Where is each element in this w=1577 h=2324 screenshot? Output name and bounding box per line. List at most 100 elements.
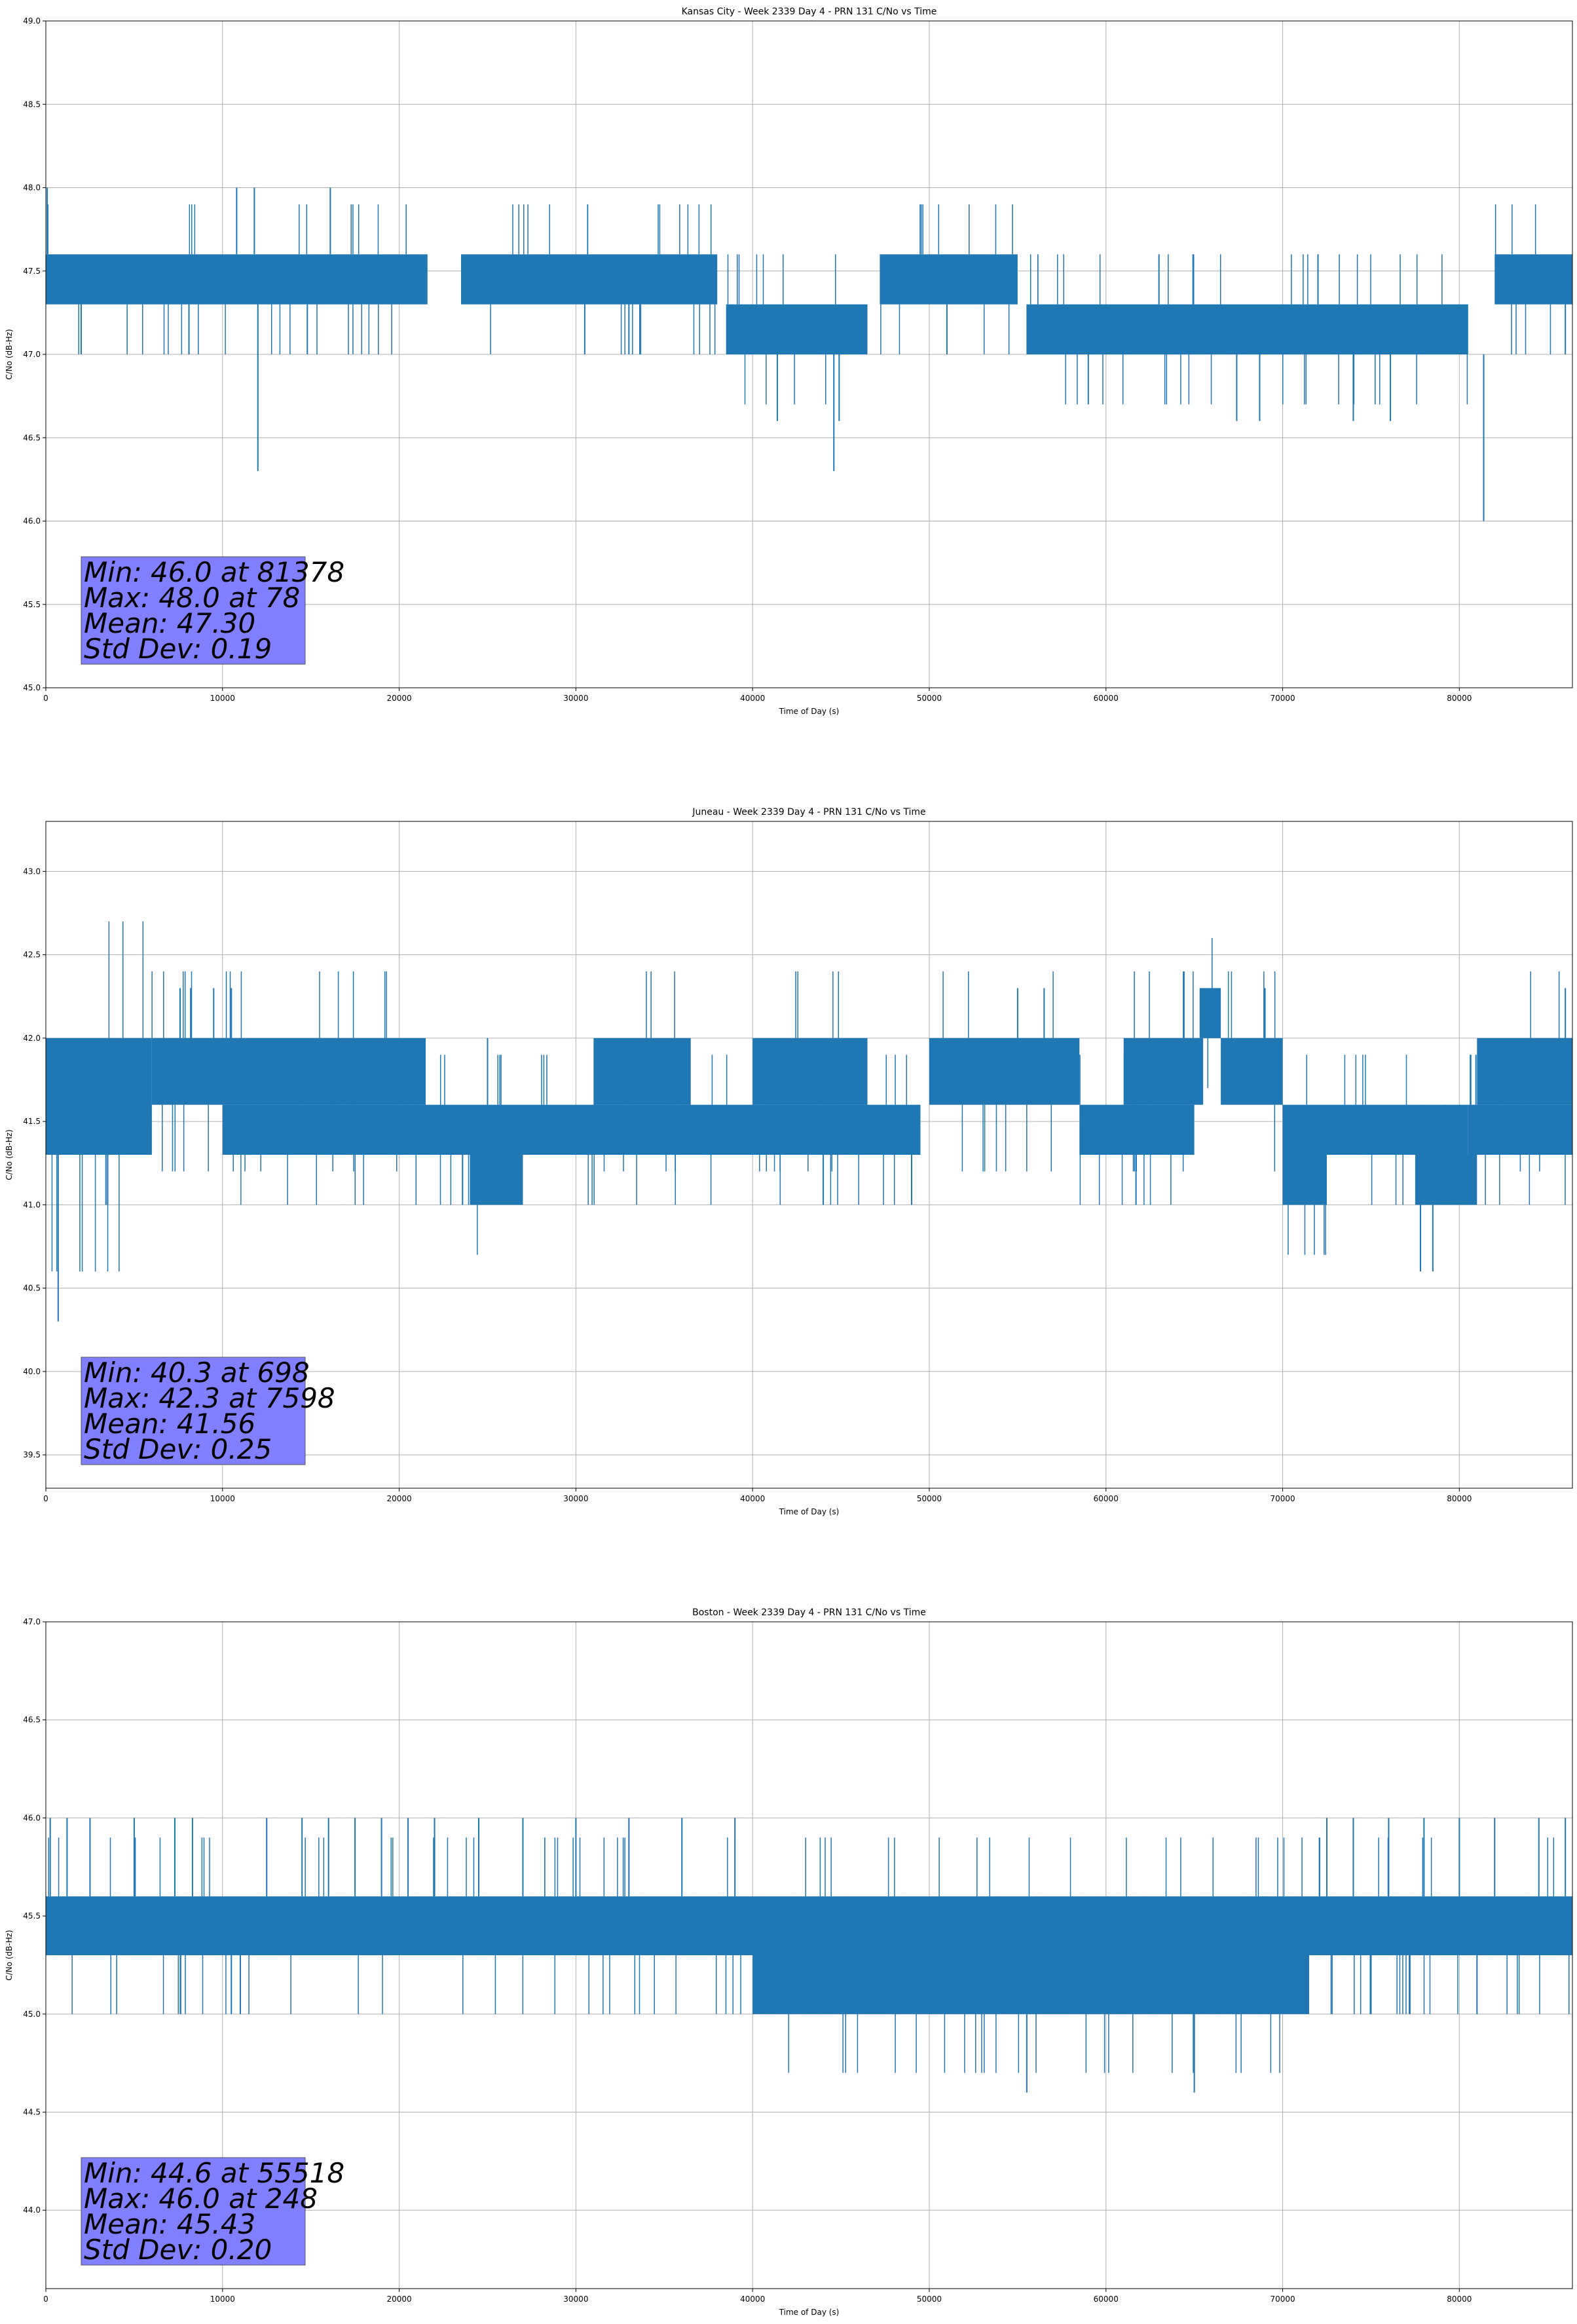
y-tick-label: 46.5 bbox=[23, 1715, 41, 1725]
x-tick-label: 30000 bbox=[563, 2295, 588, 2304]
series-band bbox=[929, 1038, 1080, 1105]
x-tick-label: 20000 bbox=[386, 1494, 411, 1503]
x-tick-label: 50000 bbox=[917, 1494, 942, 1503]
series-band bbox=[880, 254, 1018, 305]
stats-text-line: Max: 42.3 at 7598 bbox=[84, 1382, 335, 1414]
x-tick-label: 60000 bbox=[1094, 1494, 1119, 1503]
x-tick-label: 0 bbox=[43, 1494, 48, 1503]
x-tick-label: 10000 bbox=[210, 1494, 235, 1503]
x-tick-label: 70000 bbox=[1270, 1494, 1295, 1503]
x-tick-label: 10000 bbox=[210, 2295, 235, 2304]
series-band bbox=[1282, 1104, 1468, 1155]
y-tick-label: 48.5 bbox=[23, 100, 41, 109]
stats-text-line: Min: 44.6 at 55518 bbox=[84, 2157, 344, 2189]
stats-text-line: Mean: 41.56 bbox=[84, 1408, 255, 1440]
y-axis-label: C/No (dB-Hz) bbox=[5, 329, 14, 379]
y-tick-label: 49.0 bbox=[23, 16, 41, 26]
x-tick-label: 50000 bbox=[917, 694, 942, 703]
x-tick-label: 0 bbox=[43, 2295, 48, 2304]
series-band bbox=[46, 254, 428, 305]
x-tick-label: 20000 bbox=[386, 2295, 411, 2304]
y-tick-label: 47.5 bbox=[23, 267, 41, 276]
chart-panel-boston: Boston - Week 2339 Day 4 - PRN 131 C/No … bbox=[5, 1607, 1573, 2317]
series-band bbox=[1221, 1038, 1283, 1105]
stats-text-line: Max: 48.0 at 78 bbox=[84, 582, 300, 614]
y-tick-label: 43.0 bbox=[23, 867, 41, 876]
y-tick-label: 44.0 bbox=[23, 2205, 41, 2215]
series-band bbox=[1282, 1155, 1327, 1205]
series-band bbox=[752, 1038, 868, 1105]
series-band bbox=[1026, 304, 1468, 354]
stats-text-line: Mean: 47.30 bbox=[84, 607, 255, 639]
series-band bbox=[46, 1896, 1572, 1955]
y-axis-label: C/No (dB-Hz) bbox=[5, 1930, 14, 1980]
series-band bbox=[1079, 1104, 1195, 1155]
y-tick-label: 45.5 bbox=[23, 1911, 41, 1921]
x-tick-label: 20000 bbox=[386, 694, 411, 703]
y-tick-label: 42.5 bbox=[23, 950, 41, 960]
y-tick-label: 40.5 bbox=[23, 1284, 41, 1293]
series-band bbox=[726, 304, 868, 354]
series-band bbox=[752, 1955, 1310, 2014]
plot-frame bbox=[45, 20, 1573, 688]
series-band bbox=[1477, 1038, 1572, 1105]
series-band bbox=[1123, 1038, 1204, 1105]
series-band bbox=[46, 1038, 152, 1155]
chart-panel-juneau: Juneau - Week 2339 Day 4 - PRN 131 C/No … bbox=[5, 807, 1573, 1516]
chart-panel-kansas-city: Kansas City - Week 2339 Day 4 - PRN 131 … bbox=[5, 7, 1573, 716]
y-tick-label: 39.5 bbox=[23, 1450, 41, 1459]
x-tick-label: 60000 bbox=[1094, 694, 1119, 703]
x-tick-label: 60000 bbox=[1094, 2295, 1119, 2304]
y-tick-label: 46.0 bbox=[23, 517, 41, 526]
y-tick-label: 45.5 bbox=[23, 600, 41, 609]
y-tick-label: 47.0 bbox=[23, 1617, 41, 1626]
x-axis-label: Time of Day (s) bbox=[779, 1507, 840, 1516]
y-tick-label: 41.0 bbox=[23, 1200, 41, 1209]
y-tick-label: 44.5 bbox=[23, 2108, 41, 2117]
series-band bbox=[151, 1038, 426, 1105]
x-axis-label: Time of Day (s) bbox=[779, 707, 840, 716]
stats-text-line: Mean: 45.43 bbox=[84, 2208, 255, 2240]
x-tick-label: 70000 bbox=[1270, 694, 1295, 703]
x-tick-label: 80000 bbox=[1447, 2295, 1472, 2304]
x-tick-label: 80000 bbox=[1447, 1494, 1472, 1503]
plot-frame bbox=[45, 1621, 1573, 2289]
y-tick-label: 41.5 bbox=[23, 1117, 41, 1126]
x-tick-label: 0 bbox=[43, 694, 48, 703]
x-tick-label: 30000 bbox=[563, 1494, 588, 1503]
chart-title: Juneau - Week 2339 Day 4 - PRN 131 C/No … bbox=[692, 807, 925, 817]
series-band bbox=[1199, 988, 1221, 1038]
series-band bbox=[1494, 254, 1572, 305]
stats-text-line: Std Dev: 0.25 bbox=[84, 1433, 272, 1465]
stats-text-line: Std Dev: 0.19 bbox=[84, 633, 272, 665]
stats-text-line: Min: 40.3 at 698 bbox=[84, 1357, 310, 1389]
stats-box bbox=[81, 2157, 306, 2266]
chart-title: Kansas City - Week 2339 Day 4 - PRN 131 … bbox=[682, 7, 937, 17]
series-band bbox=[1415, 1155, 1477, 1205]
stats-text-line: Min: 46.0 at 81378 bbox=[84, 556, 344, 588]
stats-box bbox=[81, 556, 306, 665]
stats-box bbox=[81, 1357, 306, 1465]
x-tick-label: 80000 bbox=[1447, 694, 1472, 703]
plot-frame bbox=[45, 821, 1573, 1489]
y-tick-label: 42.0 bbox=[23, 1034, 41, 1043]
x-tick-label: 30000 bbox=[563, 694, 588, 703]
y-tick-label: 47.0 bbox=[23, 350, 41, 359]
series-band bbox=[222, 1104, 462, 1155]
y-axis-label: C/No (dB-Hz) bbox=[5, 1129, 14, 1180]
x-tick-label: 10000 bbox=[210, 694, 235, 703]
x-tick-label: 40000 bbox=[740, 1494, 765, 1503]
y-tick-label: 46.0 bbox=[23, 1813, 41, 1822]
x-tick-label: 70000 bbox=[1270, 2295, 1295, 2304]
stats-text-line: Max: 46.0 at 248 bbox=[84, 2183, 318, 2215]
series-band bbox=[470, 1155, 523, 1205]
y-tick-label: 40.0 bbox=[23, 1367, 41, 1376]
series-band bbox=[461, 1104, 921, 1155]
chart-title: Boston - Week 2339 Day 4 - PRN 131 C/No … bbox=[692, 1607, 926, 1618]
series-band bbox=[593, 1038, 691, 1105]
x-axis-label: Time of Day (s) bbox=[779, 2308, 840, 2317]
y-tick-label: 48.0 bbox=[23, 183, 41, 193]
x-tick-label: 40000 bbox=[740, 2295, 765, 2304]
y-tick-label: 46.5 bbox=[23, 433, 41, 442]
